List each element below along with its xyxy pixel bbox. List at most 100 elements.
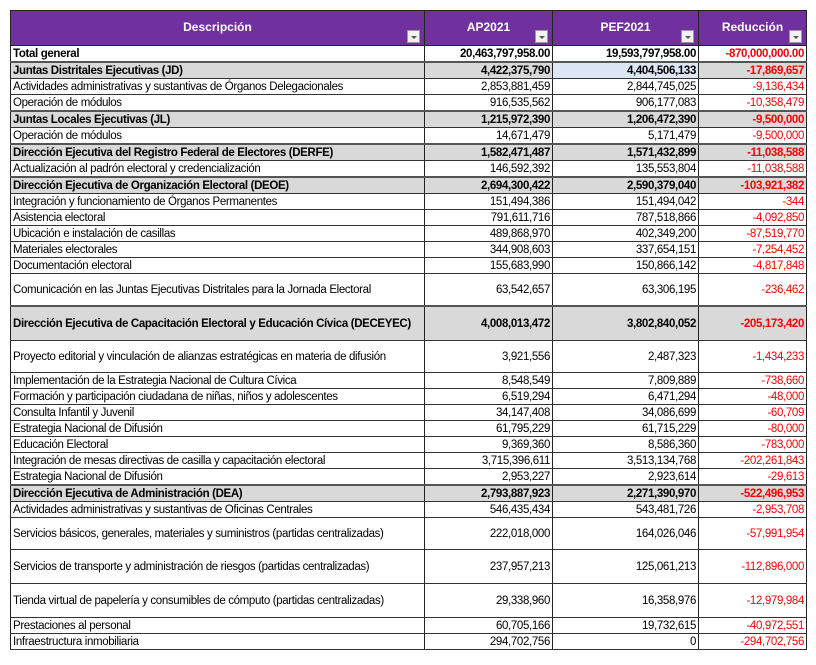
cell-reduccion[interactable]: -87,519,770	[698, 225, 807, 242]
cell-descripcion[interactable]: Operación de módulos	[10, 94, 425, 112]
cell-pef2021[interactable]: 19,593,797,958.00	[552, 45, 699, 63]
cell-pef2021[interactable]: 150,866,142	[552, 257, 699, 274]
cell-ap2021[interactable]: 20,463,797,958.00	[424, 45, 553, 63]
cell-descripcion[interactable]: Actividades administrativas y sustantiva…	[10, 501, 425, 518]
cell-descripcion[interactable]: Operación de módulos	[10, 127, 425, 145]
cell-reduccion[interactable]: -2,953,708	[698, 501, 807, 518]
cell-pef2021[interactable]: 3,513,134,768	[552, 452, 699, 469]
cell-ap2021[interactable]: 546,435,434	[424, 501, 553, 518]
cell-descripcion[interactable]: Formación y participación ciudadana de n…	[10, 388, 425, 405]
cell-reduccion[interactable]: -10,358,479	[698, 94, 807, 112]
cell-ap2021[interactable]: 1,582,471,487	[424, 143, 553, 161]
cell-descripcion[interactable]: Proyecto editorial y vinculación de alia…	[10, 340, 425, 373]
cell-pef2021[interactable]: 3,802,840,052	[552, 305, 699, 341]
cell-descripcion[interactable]: Implementación de la Estrategia Nacional…	[10, 372, 425, 389]
cell-ap2021[interactable]: 222,018,000	[424, 517, 553, 550]
cell-descripcion[interactable]: Asistencia electoral	[10, 209, 425, 226]
cell-pef2021[interactable]: 135,553,804	[552, 160, 699, 178]
cell-reduccion[interactable]: -344	[698, 193, 807, 210]
cell-pef2021[interactable]: 5,171,479	[552, 127, 699, 145]
cell-ap2021[interactable]: 151,494,386	[424, 193, 553, 210]
cell-ap2021[interactable]: 6,519,294	[424, 388, 553, 405]
cell-reduccion[interactable]: -870,000,000.00	[698, 45, 807, 63]
cell-reduccion[interactable]: -236,462	[698, 273, 807, 307]
cell-pef2021[interactable]: 1,571,432,899	[552, 143, 699, 161]
cell-pef2021[interactable]: 4,404,506,133	[552, 61, 699, 79]
cell-reduccion[interactable]: -738,660	[698, 372, 807, 389]
cell-pef2021[interactable]: 61,715,229	[552, 420, 699, 437]
cell-descripcion[interactable]: Documentación electoral	[10, 257, 425, 274]
cell-pef2021[interactable]: 2,844,745,025	[552, 78, 699, 95]
cell-reduccion[interactable]: -17,869,657	[698, 61, 807, 79]
cell-descripcion[interactable]: Dirección Ejecutiva del Registro Federal…	[10, 143, 425, 161]
cell-pef2021[interactable]: 8,586,360	[552, 436, 699, 453]
cell-reduccion[interactable]: -522,496,953	[698, 484, 807, 502]
cell-pef2021[interactable]: 7,809,889	[552, 372, 699, 389]
cell-pef2021[interactable]: 19,732,615	[552, 617, 699, 634]
cell-descripcion[interactable]: Actividades administrativas y sustantiva…	[10, 78, 425, 95]
cell-pef2021[interactable]: 906,177,083	[552, 94, 699, 112]
cell-pef2021[interactable]: 402,349,200	[552, 225, 699, 242]
cell-ap2021[interactable]: 1,215,972,390	[424, 110, 553, 128]
cell-ap2021[interactable]: 61,795,229	[424, 420, 553, 437]
cell-descripcion[interactable]: Tienda virtual de papelería y consumible…	[10, 583, 425, 618]
cell-descripcion[interactable]: Dirección Ejecutiva de Administración (D…	[10, 484, 425, 502]
cell-ap2021[interactable]: 2,793,887,923	[424, 484, 553, 502]
cell-ap2021[interactable]: 344,908,603	[424, 241, 553, 258]
cell-descripcion[interactable]: Estrategia Nacional de Difusión	[10, 468, 425, 486]
cell-descripcion[interactable]: Comunicación en las Juntas Ejecutivas Di…	[10, 273, 425, 307]
cell-reduccion[interactable]: -9,500,000	[698, 110, 807, 128]
cell-ap2021[interactable]: 2,953,227	[424, 468, 553, 486]
cell-pef2021[interactable]: 16,358,976	[552, 583, 699, 618]
cell-reduccion[interactable]: -29,613	[698, 468, 807, 486]
cell-reduccion[interactable]: -9,500,000	[698, 127, 807, 145]
cell-descripcion[interactable]: Servicios básicos, generales, materiales…	[10, 517, 425, 550]
cell-ap2021[interactable]: 34,147,408	[424, 404, 553, 421]
cell-reduccion[interactable]: -1,434,233	[698, 340, 807, 373]
cell-ap2021[interactable]: 3,715,396,611	[424, 452, 553, 469]
cell-ap2021[interactable]: 791,611,716	[424, 209, 553, 226]
cell-ap2021[interactable]: 8,548,549	[424, 372, 553, 389]
filter-dropdown-icon[interactable]	[407, 30, 420, 43]
cell-reduccion[interactable]: -4,092,850	[698, 209, 807, 226]
cell-pef2021[interactable]: 787,518,866	[552, 209, 699, 226]
cell-descripcion[interactable]: Actualización al padrón electoral y cred…	[10, 160, 425, 178]
cell-ap2021[interactable]: 63,542,657	[424, 273, 553, 307]
cell-reduccion[interactable]: -60,709	[698, 404, 807, 421]
cell-pef2021[interactable]: 2,923,614	[552, 468, 699, 486]
cell-ap2021[interactable]: 9,369,360	[424, 436, 553, 453]
cell-descripcion[interactable]: Estrategia Nacional de Difusión	[10, 420, 425, 437]
cell-pef2021[interactable]: 2,487,323	[552, 340, 699, 373]
cell-descripcion[interactable]: Consulta Infantil y Juvenil	[10, 404, 425, 421]
cell-reduccion[interactable]: -783,000	[698, 436, 807, 453]
cell-descripcion[interactable]: Materiales electorales	[10, 241, 425, 258]
cell-descripcion[interactable]: Servicios de transporte y administración…	[10, 549, 425, 584]
cell-pef2021[interactable]: 164,026,046	[552, 517, 699, 550]
cell-pef2021[interactable]: 6,471,294	[552, 388, 699, 405]
cell-reduccion[interactable]: -48,000	[698, 388, 807, 405]
cell-reduccion[interactable]: -4,817,848	[698, 257, 807, 274]
cell-descripcion[interactable]: Total general	[10, 45, 425, 63]
cell-descripcion[interactable]: Infraestructura inmobiliaria	[10, 633, 425, 650]
cell-pef2021[interactable]: 34,086,699	[552, 404, 699, 421]
cell-reduccion[interactable]: -40,972,551	[698, 617, 807, 634]
cell-ap2021[interactable]: 146,592,392	[424, 160, 553, 178]
cell-reduccion[interactable]: -57,991,954	[698, 517, 807, 550]
cell-pef2021[interactable]: 0	[552, 633, 699, 650]
cell-reduccion[interactable]: -9,136,434	[698, 78, 807, 95]
cell-pef2021[interactable]: 1,206,472,390	[552, 110, 699, 128]
cell-reduccion[interactable]: -11,038,588	[698, 160, 807, 178]
cell-pef2021[interactable]: 125,061,213	[552, 549, 699, 584]
cell-pef2021[interactable]: 2,271,390,970	[552, 484, 699, 502]
cell-ap2021[interactable]: 60,705,166	[424, 617, 553, 634]
cell-pef2021[interactable]: 63,306,195	[552, 273, 699, 307]
cell-ap2021[interactable]: 2,694,300,422	[424, 176, 553, 194]
cell-ap2021[interactable]: 3,921,556	[424, 340, 553, 373]
cell-ap2021[interactable]: 155,683,990	[424, 257, 553, 274]
cell-ap2021[interactable]: 294,702,756	[424, 633, 553, 650]
cell-descripcion[interactable]: Integración de mesas directivas de casil…	[10, 452, 425, 469]
cell-descripcion[interactable]: Dirección Ejecutiva de Capacitación Elec…	[10, 305, 425, 341]
cell-descripcion[interactable]: Juntas Locales Ejecutivas (JL)	[10, 110, 425, 128]
cell-reduccion[interactable]: -112,896,000	[698, 549, 807, 584]
cell-ap2021[interactable]: 916,535,562	[424, 94, 553, 112]
